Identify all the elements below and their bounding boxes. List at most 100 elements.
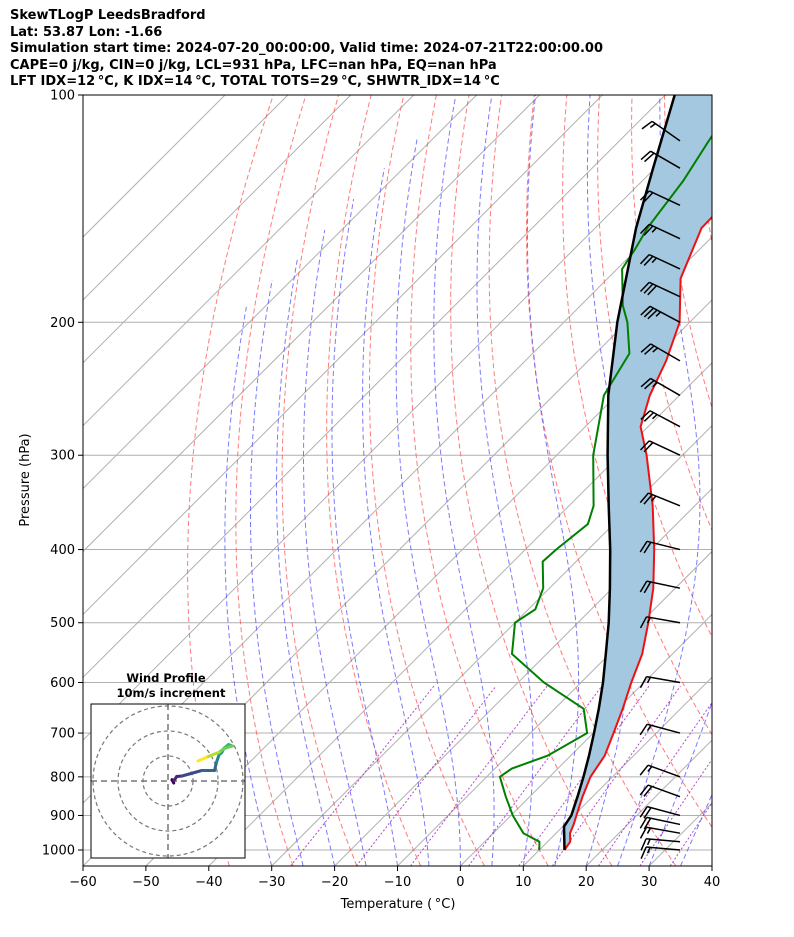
dry-adiabat [562, 95, 712, 736]
dry-adiabat [526, 95, 712, 828]
chart-header: SkewTLogP LeedsBradford Lat: 53.87 Lon: … [10, 8, 790, 91]
dry-adiabat [488, 95, 677, 866]
y-tick-label: 100 [50, 89, 75, 104]
moist-adiabat [276, 256, 336, 866]
hodograph-plot [91, 704, 245, 858]
x-tick-label: −50 [132, 875, 159, 890]
wind-barb-flag [643, 494, 653, 505]
dry-adiabat [326, 95, 422, 866]
wind-barb-half-flag [647, 766, 653, 772]
wind-barb-staff [649, 410, 681, 428]
dry-adiabat [450, 95, 613, 866]
chart-title: SkewTLogP LeedsBradford [10, 8, 206, 23]
wind-barb-staff [649, 305, 681, 323]
moist-adiabat [476, 95, 534, 866]
moist-adiabat [224, 306, 273, 866]
wind-barb [639, 616, 681, 629]
wind-barb [639, 826, 681, 839]
wind-barb-flag [639, 826, 648, 839]
wind-barb-staff [651, 120, 681, 142]
x-tick-label: 10 [515, 875, 532, 890]
wind-barb-half-flag [646, 617, 652, 624]
wind-barb-flag [647, 309, 658, 320]
wind-barb-flag [643, 283, 654, 294]
wind-barb-staff [647, 784, 681, 798]
wind-barb-flag [639, 723, 648, 736]
moist-adiabat [362, 168, 430, 866]
wind-barb-staff [650, 343, 681, 362]
y-tick-label: 900 [50, 809, 75, 824]
x-tick-label: −30 [258, 875, 285, 890]
isotherm-gridline [83, 95, 289, 301]
mixing-ratio-line [551, 685, 681, 866]
dry-adiabat [762, 95, 794, 866]
wind-barb-flag [639, 580, 648, 593]
moist-adiabat [433, 98, 495, 866]
wind-barb-flag [639, 492, 650, 504]
y-tick-label: 700 [50, 727, 75, 742]
wind-barbs [639, 120, 681, 859]
isotherm-gridline [271, 424, 712, 866]
wind-barb [639, 190, 681, 207]
dewpoint-profile [498, 134, 712, 851]
mixing-ratio-line [410, 685, 548, 866]
wind-barb-flag [640, 377, 652, 388]
wind-barb-half-flag [651, 413, 658, 420]
wind-barb-flag [643, 225, 654, 236]
simulation-times: Simulation start time: 2024-07-20_00:00:… [10, 41, 603, 56]
inset-title: Wind Profile [126, 671, 206, 685]
wind-barb-flag [643, 581, 652, 594]
wind-barb-flag [643, 307, 655, 318]
y-axis-label: Pressure (hPa) [18, 433, 33, 526]
y-tick-label: 300 [50, 449, 75, 464]
wind-barb-staff [646, 723, 681, 734]
wind-barb-flag [639, 764, 649, 776]
isotherm-gridline [83, 95, 477, 490]
wind-barb-flag [644, 152, 655, 163]
moist-adiabat [648, 700, 712, 866]
wind-barb-flag [640, 838, 647, 851]
mixing-ratio-line [597, 701, 712, 866]
wind-barb-flag [639, 676, 648, 689]
hodograph-ring [117, 730, 219, 832]
isotherm-gridline [83, 95, 603, 616]
mixing-ratio-line [468, 685, 603, 866]
inset-frame [90, 703, 246, 859]
dry-adiabat [696, 95, 712, 246]
isotherm-gridline [775, 95, 794, 866]
dry-adiabat [410, 95, 549, 866]
x-tick-label: 0 [456, 875, 464, 890]
wind-barb-flag [639, 540, 648, 553]
wind-barb-staff [646, 580, 681, 589]
wind-barb-flag [643, 442, 654, 453]
wind-barb [639, 764, 681, 778]
wind-barb [640, 846, 681, 859]
wind-barb-flag [639, 784, 649, 796]
wind-barb-staff [646, 846, 681, 851]
moist-adiabat [331, 199, 398, 866]
wind-barb-flag [640, 343, 652, 353]
wind-barb [639, 580, 681, 594]
y-tick-label: 400 [50, 543, 75, 558]
isotherm-gridline [83, 95, 415, 427]
wind-barb [639, 723, 681, 736]
wind-barb-flag [643, 817, 652, 830]
wind-barb-flag [640, 410, 651, 420]
dry-adiabat [597, 95, 712, 638]
wind-barb-flag [647, 285, 657, 296]
wind-barb [639, 784, 681, 798]
wind-barb-half-flag [646, 724, 652, 731]
wind-barb-half-flag [652, 347, 658, 353]
wind-barb-half-flag [646, 838, 651, 846]
y-tick-label: 1000 [42, 844, 75, 859]
wind-barb-staff [648, 281, 681, 298]
wind-barb [640, 837, 681, 851]
wind-barb-half-flag [652, 381, 658, 388]
wind-barb-staff [648, 440, 681, 456]
inset-subtitle: 10m/s increment [117, 686, 226, 700]
wind-barb-staff [648, 223, 681, 240]
y-tick-label: 800 [50, 770, 75, 785]
wind-barb-staff [648, 253, 681, 270]
wind-barb-flag [639, 254, 650, 265]
